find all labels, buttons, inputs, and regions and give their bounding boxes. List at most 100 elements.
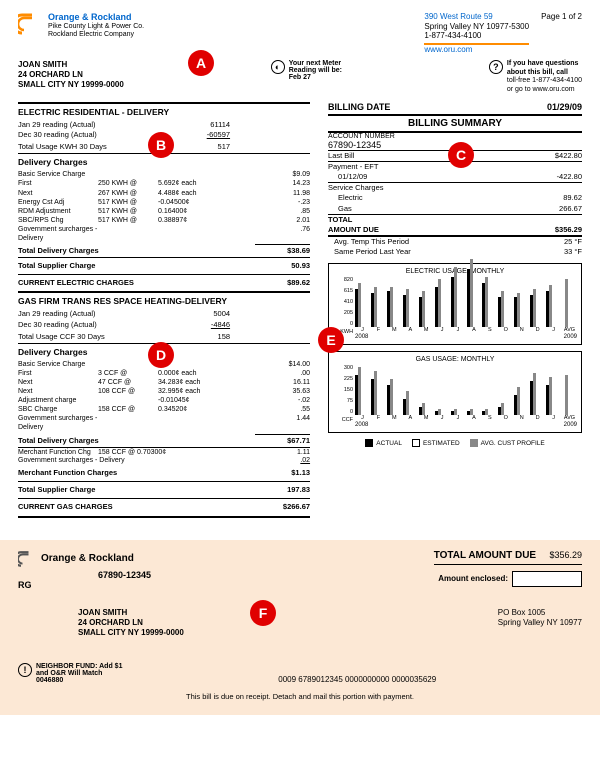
gas-totsup: 197.83 [260, 485, 310, 495]
customer-block: JOAN SMITH 24 ORCHARD LN SMALL CITY NY 1… [18, 60, 124, 89]
gas-merchgov: .02 [260, 456, 310, 465]
stub-acct: 67890-12345 [98, 570, 151, 580]
bar-group [403, 289, 418, 327]
gas-r1: 5004 [210, 309, 260, 319]
charge-row: RDM Adjustment517 KWH @0.16400¢.85 [18, 207, 310, 216]
enclosed-input[interactable] [512, 571, 582, 587]
elec-totsup: 50.93 [260, 261, 310, 271]
acct-lbl: ACCOUNT NUMBER [328, 133, 582, 140]
bar-group [546, 377, 561, 415]
legend-actual: ACTUAL [376, 440, 402, 447]
svc-gas: 266.67 [532, 204, 582, 214]
bar-group [451, 267, 466, 327]
billing-date-lbl: BILLING DATE [328, 102, 390, 112]
last-bill-lbl: Last Bill [328, 151, 532, 161]
bar-group [419, 403, 434, 415]
temp1-lbl: Avg. Temp This Period [328, 237, 532, 247]
return-addr-l1: 390 West Route 59 [424, 12, 529, 22]
charge-row: Basic Service Charge$9.09 [18, 170, 310, 179]
gas-current-lbl: CURRENT GAS CHARGES [18, 502, 260, 512]
gas-merchtot-lbl: Merchant Function Charges [18, 468, 260, 478]
stub-po2: Spring Valley NY 10977 [498, 618, 582, 628]
charge-row: First3 CCF @0.000¢ each.00 [18, 369, 310, 378]
charge-row: First250 KWH @5.692¢ each14.23 [18, 179, 310, 188]
return-addr-l2: Spring Valley NY 10977-5300 [424, 22, 529, 32]
stub-po1: PO Box 1005 [498, 608, 582, 618]
bar-group [371, 371, 386, 415]
elec-total: 517 [210, 142, 260, 152]
legend-actual-sw [365, 439, 373, 447]
gas-year1: 2008 [355, 422, 368, 428]
charge-row: Next47 CCF @34.283¢ each16.11 [18, 378, 310, 387]
bar-group [435, 279, 450, 327]
questions-block: ? If you have questions about this bill,… [489, 60, 582, 94]
gas-r1-lbl: Jan 29 reading (Actual) [18, 309, 210, 319]
stub-total-lbl: TOTAL AMOUNT DUE [434, 550, 536, 561]
bar-group [514, 293, 529, 327]
bar-group [530, 289, 545, 327]
gas-r2-lbl: Dec 30 reading (Actual) [18, 320, 210, 330]
marker-a: A [188, 50, 214, 76]
gas-totdel: $67.71 [260, 436, 310, 446]
elec-chart: ELECTRIC USAGE: MONTHLY 8206154102050 KW… [328, 263, 582, 345]
charge-row: SBC/RPS Chg517 KWH @0.38897¢2.01 [18, 216, 310, 225]
elec-current: $89.62 [260, 278, 310, 288]
stub-logo-icon [18, 550, 36, 568]
bar-group [435, 409, 450, 415]
chart-legend: ACTUAL ESTIMATED AVG. CUST PROFILE [328, 439, 582, 447]
gas-chart-title: GAS USAGE: MONTHLY [333, 356, 577, 363]
gas-title: GAS FIRM TRANS RES SPACE HEATING-DELIVER… [18, 296, 310, 306]
stub-total: $356.29 [549, 550, 582, 560]
stub-cust-a2: SMALL CITY NY 19999-0000 [78, 628, 184, 638]
marker-c: C [448, 142, 474, 168]
marker-b: B [148, 132, 174, 158]
last-bill: $422.80 [532, 151, 582, 161]
questions-l3: toll-free 1-877-434-4100 [507, 77, 582, 85]
elec-year1: 2008 [355, 334, 368, 340]
elec-totdel-lbl: Total Delivery Charges [18, 246, 260, 256]
amount-due-lbl: AMOUNT DUE [328, 225, 532, 235]
temp2-lbl: Same Period Last Year [328, 247, 532, 257]
logo-icon [18, 12, 42, 36]
svc-lbl: Service Charges [328, 183, 532, 193]
payment-date: 01/12/09 [328, 172, 532, 182]
bar-group [387, 379, 402, 415]
exclamation-icon: ! [18, 663, 32, 677]
gas-merch: 1.11 [204, 449, 310, 456]
customer-addr2: SMALL CITY NY 19999-0000 [18, 80, 124, 90]
stub-cust-a1: 24 ORCHARD LN [78, 618, 184, 628]
marker-d: D [148, 342, 174, 368]
elec-delivery-lbl: Delivery Charges [18, 157, 310, 167]
gas-merchgov-lbl: Government surcharges - Delivery [18, 456, 260, 465]
gas-r2: -4846 [210, 320, 260, 330]
meter-reading-note: ◐ Your next Meter Reading will be: Feb 2… [271, 60, 342, 81]
elec-totsup-lbl: Total Supplier Charge [18, 261, 260, 271]
temp1: 25 °F [532, 237, 582, 247]
gas-merch-detail: 158 CCF @ 0.70300¢ [98, 449, 204, 456]
gas-total: 158 [210, 332, 260, 342]
legend-avg: AVG. CUST PROFILE [481, 440, 545, 447]
gas-charge-grid: Basic Service Charge$14.00First3 CCF @0.… [18, 360, 310, 433]
elec-current-lbl: CURRENT ELECTRIC CHARGES [18, 278, 260, 288]
gas-total-lbl: Total Usage CCF 30 Days [18, 332, 210, 342]
stub-logo-block: Orange & Rockland [18, 550, 151, 568]
bar-group [530, 373, 545, 415]
bar-group [467, 259, 482, 327]
website-link[interactable]: www.oru.com [424, 45, 529, 55]
customer-name: JOAN SMITH [18, 60, 124, 70]
bar-group [467, 409, 482, 415]
company-sub1: Pike County Light & Power Co. [48, 23, 144, 31]
stub-footer: This bill is due on receipt. Detach and … [18, 692, 582, 701]
gas-unit: CCF [333, 417, 353, 423]
enclosed-lbl: Amount enclosed: [438, 574, 508, 583]
gas-totdel-lbl: Total Delivery Charges [18, 436, 260, 446]
stub-customer: JOAN SMITH 24 ORCHARD LN SMALL CITY NY 1… [78, 608, 184, 639]
return-addr-l3: 1-877-434-4100 [424, 31, 529, 41]
bar-group [451, 409, 466, 415]
svc-gas-lbl: Gas [328, 204, 532, 214]
gas-current: $266.67 [260, 502, 310, 512]
bar-group [514, 387, 529, 415]
elec-title: ELECTRIC RESIDENTIAL - DELIVERY [18, 107, 310, 117]
amount-due: $356.29 [532, 225, 582, 235]
elec-year2: 2009 [564, 334, 577, 340]
